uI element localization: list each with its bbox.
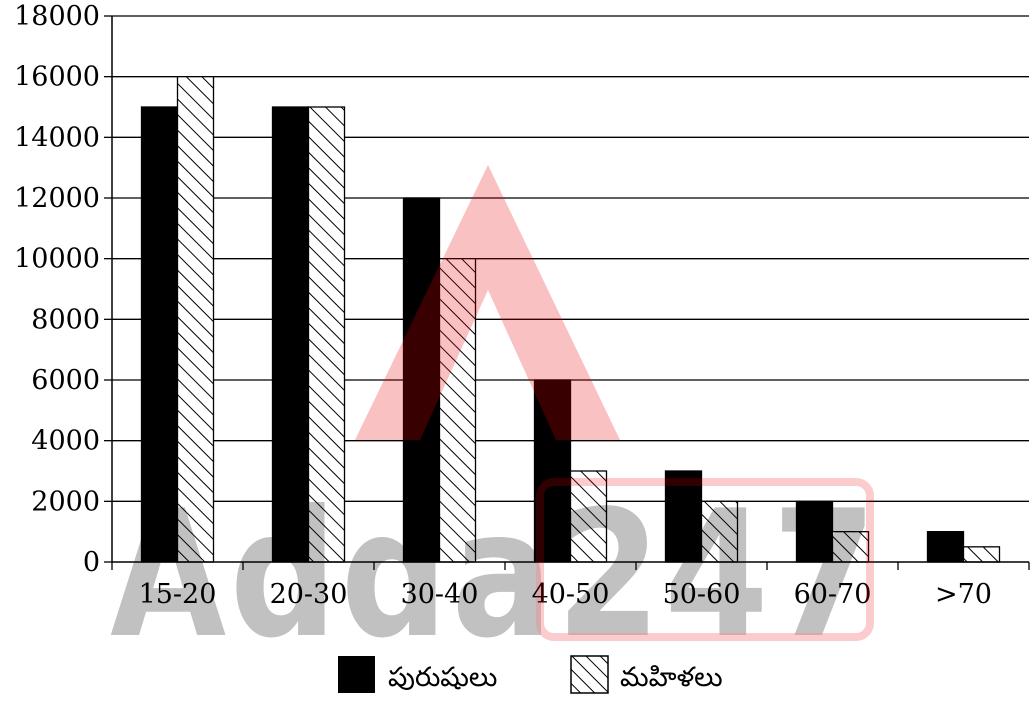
bar-men [795,500,834,563]
x-tick-label: 50-60 [663,579,741,610]
legend-label-women: మహిళలు [620,662,723,693]
legend-swatch-women [570,655,609,694]
y-tick-label: 4000 [31,426,100,457]
x-tick-label: 20-30 [270,579,348,610]
y-tick-label: 16000 [14,62,100,93]
x-tick-label: 60-70 [794,579,872,610]
bar-women [962,546,1001,563]
bar-men [402,197,441,563]
bar-men [664,470,703,563]
watermark-logo: Adda247 [110,165,880,677]
y-tick-label: 14000 [14,122,100,153]
watermark-box [536,478,874,641]
axes [111,16,1030,570]
bar-men [271,106,310,563]
x-tick-label: 30-40 [401,579,479,610]
legend-label-men: పురుషులు [388,662,497,693]
y-tick-labels: 0 2000 4000 6000 8000 10000 12000 14000 16000 180… [14,1,100,578]
x-tick-label: 15-20 [139,579,217,610]
y-tick-label: 2000 [31,486,100,517]
y-tick-label: 12000 [14,183,100,214]
bar-women [831,531,870,563]
bar-women [700,500,739,563]
bar-women [307,106,346,563]
y-tick-label: 8000 [31,304,100,335]
bar-men [533,379,572,563]
x-tick-labels: 15-20 20-30 30-40 40-50 50-60 60-70 >70 [139,579,992,610]
x-tick-label: 40-50 [532,579,610,610]
bar-men [926,531,965,563]
legend-swatch-men [338,656,375,693]
x-tick-label: >70 [935,579,992,610]
y-tick-label: 6000 [31,365,100,396]
watermark-text: Adda247 [110,474,880,677]
watermark-triangle [355,165,620,440]
legend: పురుషులు మహిళలు [338,655,723,694]
y-tick-label: 18000 [14,1,100,32]
bar-women [176,76,215,563]
bars [140,76,1001,563]
bar-men [140,106,179,563]
y-tick-label: 10000 [14,244,100,275]
y-tick-label: 0 [83,547,100,578]
